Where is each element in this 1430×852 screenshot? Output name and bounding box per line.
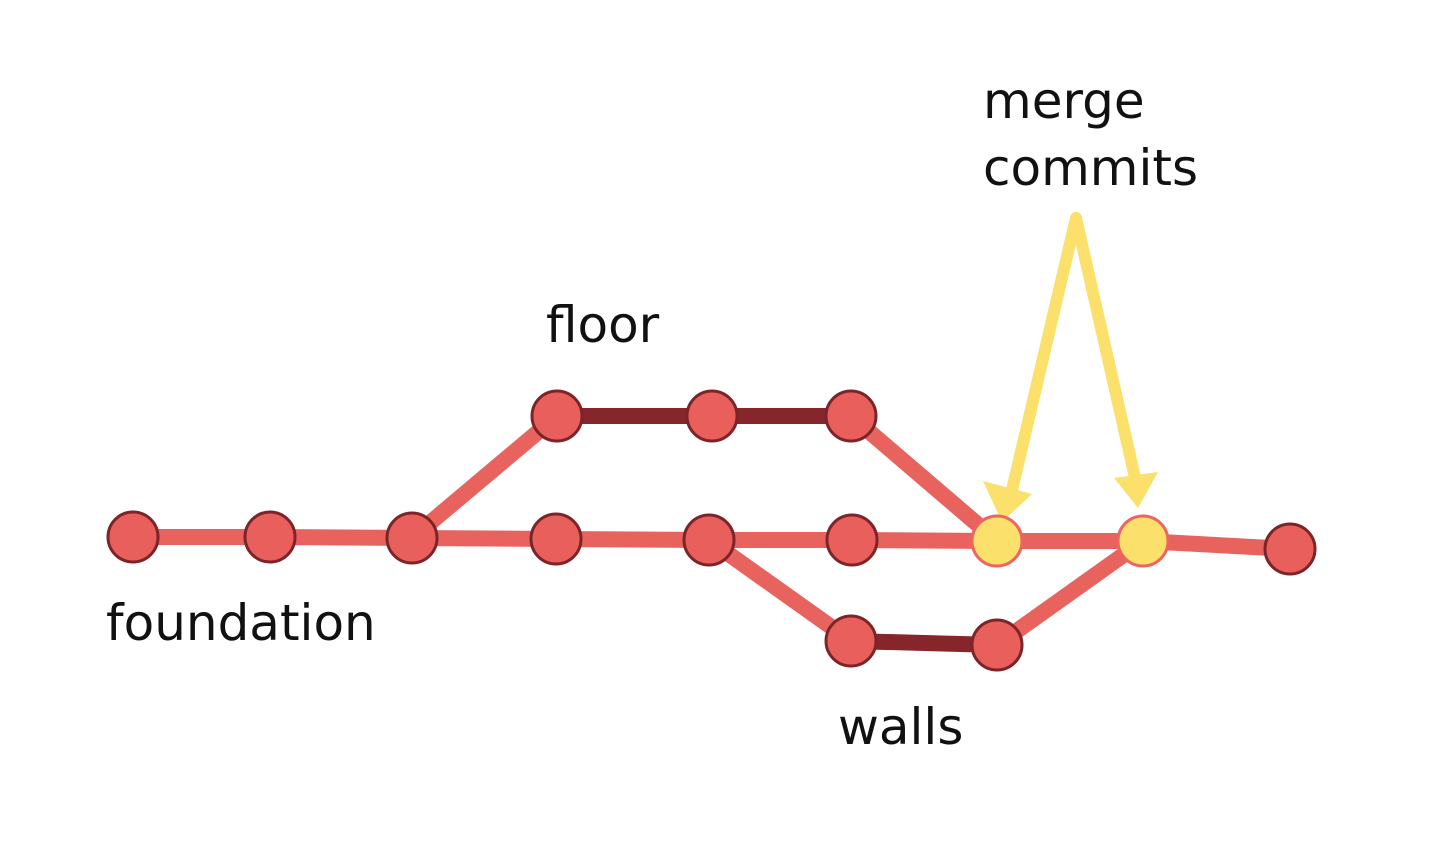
merge-commit-node bbox=[1116, 514, 1170, 568]
walls-commit-node bbox=[824, 614, 878, 668]
walls-branch-in-edge bbox=[989, 533, 1151, 653]
merge-commit-arrows bbox=[983, 212, 1158, 522]
foundation-branch-label: foundation bbox=[106, 594, 376, 652]
commit-node bbox=[682, 513, 736, 567]
commit-node bbox=[243, 510, 297, 564]
commit-node bbox=[825, 513, 879, 567]
commit-node bbox=[529, 512, 583, 566]
merge-commits-label-line1: merge bbox=[983, 72, 1145, 130]
floor-commit-node bbox=[824, 389, 878, 443]
walls-commit-node bbox=[970, 618, 1024, 672]
merge-commits-label: merge commits bbox=[983, 68, 1198, 202]
commit-node bbox=[1263, 522, 1317, 576]
merge-commit-node bbox=[970, 514, 1024, 568]
merge-arrow-right-shaft bbox=[1070, 212, 1142, 488]
commit-node bbox=[106, 510, 160, 564]
merge-arrow-left-shaft bbox=[1006, 212, 1082, 496]
floor-branch-label: floor bbox=[546, 296, 660, 354]
floor-branch-in-edge bbox=[843, 408, 1005, 549]
floor-commit-node bbox=[530, 389, 584, 443]
merge-arrow-left-head bbox=[983, 481, 1032, 522]
merge-arrow-right-head bbox=[1114, 472, 1158, 508]
floor-branch-out-edge bbox=[404, 408, 565, 546]
merge-commits-label-line2: commits bbox=[983, 139, 1199, 197]
commit-node bbox=[385, 511, 439, 565]
floor-commit-node bbox=[685, 389, 739, 443]
walls-branch-label: walls bbox=[838, 698, 964, 756]
walls-branch-out-edge bbox=[701, 532, 859, 649]
